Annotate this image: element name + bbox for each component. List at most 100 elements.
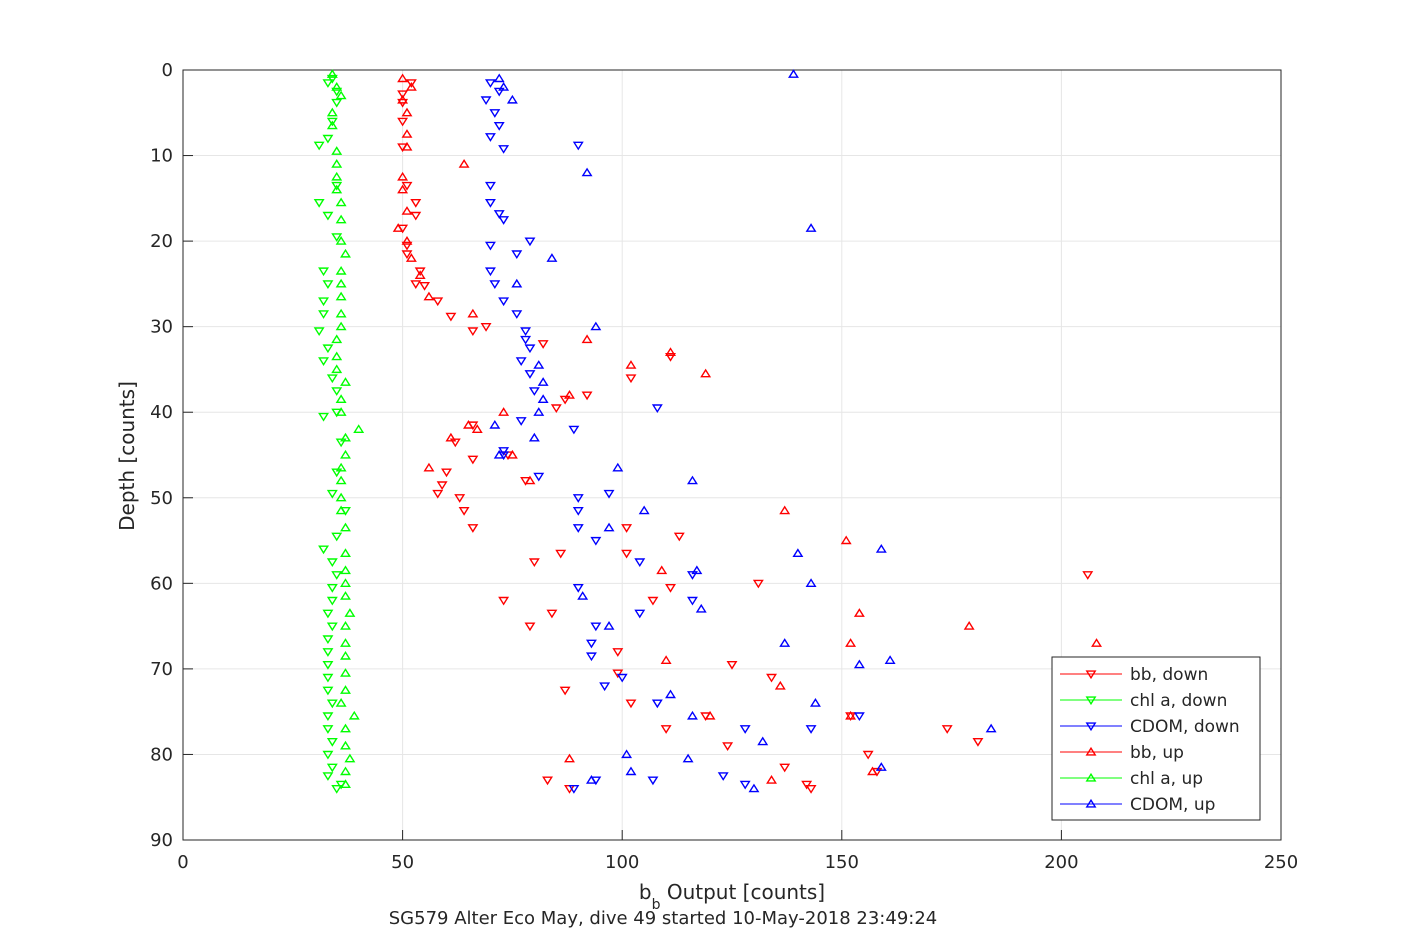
data-point [322, 79, 334, 88]
data-point [612, 648, 624, 657]
data-point [467, 455, 479, 465]
data-point [397, 117, 409, 127]
data-point [766, 673, 777, 683]
data-point [344, 753, 356, 763]
data-point [331, 334, 343, 344]
data-point [779, 763, 791, 773]
data-point [340, 522, 351, 532]
data-point [726, 660, 738, 670]
data-point [335, 462, 347, 472]
data-point [524, 344, 536, 354]
y-tick-label: 90 [150, 830, 173, 851]
data-point [322, 686, 334, 696]
data-point [331, 364, 343, 374]
data-point [331, 571, 343, 580]
data-point [717, 772, 729, 781]
data-point [564, 390, 575, 399]
data-point [515, 357, 527, 366]
data-point [941, 725, 953, 734]
data-point [335, 321, 347, 331]
axes-box [182, 69, 1282, 841]
data-point [520, 327, 532, 337]
data-point [700, 368, 712, 378]
data-point [335, 394, 347, 404]
data-point [805, 725, 817, 734]
legend-label: chl a, down [1130, 691, 1227, 711]
data-point [687, 571, 698, 580]
data-point [458, 159, 470, 168]
data-point [467, 524, 479, 533]
data-point [331, 159, 343, 168]
data-point [498, 82, 510, 91]
data-point [344, 608, 356, 617]
y-tick-label: 80 [150, 744, 173, 765]
data-point [528, 558, 540, 568]
data-point [1082, 571, 1094, 580]
data-point [651, 699, 663, 709]
data-point [318, 357, 330, 366]
data-point [665, 689, 676, 699]
data-point [340, 578, 351, 587]
data-point [748, 783, 760, 793]
data-point [537, 377, 549, 386]
data-point [340, 740, 351, 750]
data-point [498, 596, 510, 606]
x-axis-label-rest: Output [counts] [660, 880, 825, 904]
data-point [445, 432, 457, 442]
data-point [353, 424, 365, 433]
data-point [410, 198, 422, 208]
data-point [537, 340, 549, 349]
data-point [318, 297, 330, 307]
data-point [318, 545, 330, 555]
data-point [590, 622, 602, 632]
data-point [340, 248, 351, 258]
data-point [414, 267, 426, 277]
data-point [559, 686, 571, 696]
y-tick-label: 0 [162, 60, 173, 81]
data-point [625, 374, 637, 384]
data-point [621, 749, 633, 759]
data-point [326, 763, 338, 773]
data-point [788, 69, 799, 78]
data-point [625, 766, 637, 776]
x-tick-label: 200 [1044, 852, 1078, 873]
data-point [493, 210, 505, 219]
data-point [616, 673, 628, 683]
legend: bb, down chl a, down CDOM, down bb, up chl a… [1051, 656, 1261, 821]
data-point [498, 447, 510, 456]
data-point [498, 216, 510, 225]
data-point [326, 69, 338, 78]
data-point [331, 785, 343, 794]
data-point [326, 596, 338, 606]
data-point [397, 73, 409, 83]
data-point [581, 167, 593, 177]
data-point [318, 267, 330, 277]
data-point [463, 419, 474, 429]
data-point [322, 211, 334, 221]
data-point [528, 387, 540, 396]
data-point [484, 241, 496, 251]
data-point [520, 335, 532, 345]
y-tick-label: 70 [150, 659, 173, 680]
y-tick-label: 50 [150, 488, 173, 509]
data-point [480, 323, 492, 332]
data-point [348, 710, 360, 720]
data-point [340, 432, 351, 442]
data-point [322, 134, 334, 144]
data-point [739, 780, 751, 790]
x-tick-label: 50 [391, 852, 414, 873]
data-point [340, 668, 351, 677]
data-point [322, 280, 334, 289]
legend-item: chl a, up [1060, 769, 1203, 789]
x-tick-label: 250 [1264, 852, 1298, 873]
data-point [537, 394, 549, 404]
legend-label: CDOM, up [1130, 795, 1215, 815]
data-point [665, 352, 676, 362]
data-point [572, 524, 584, 533]
legend-marker [1085, 670, 1097, 680]
legend-label: bb, up [1130, 743, 1184, 763]
data-point [625, 699, 637, 709]
data-point [484, 79, 496, 88]
data-point [471, 424, 483, 433]
data-point [340, 621, 351, 630]
